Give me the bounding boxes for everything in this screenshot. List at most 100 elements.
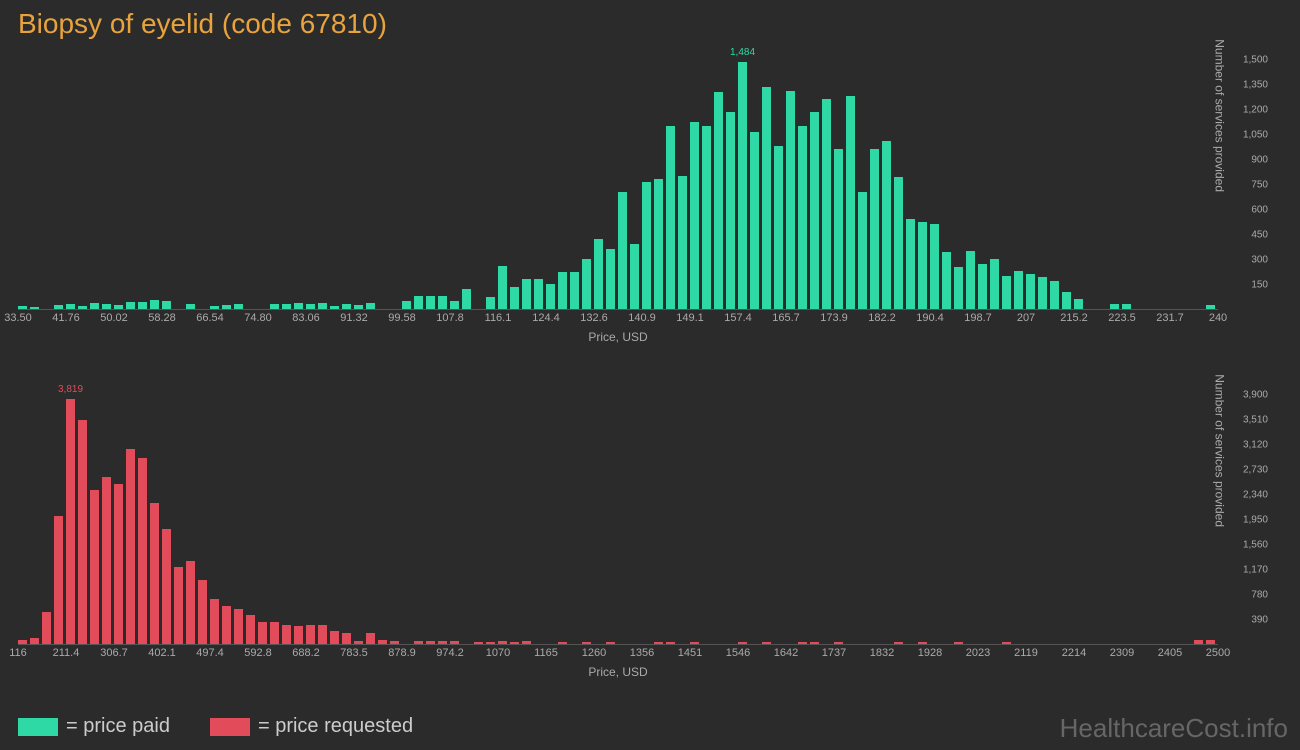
bar: [498, 266, 507, 309]
y-tick: 300: [1251, 255, 1268, 266]
bar: [450, 301, 459, 309]
x-tick: 140.9: [628, 312, 656, 324]
bar: [582, 259, 591, 309]
x-tick: 2023: [966, 647, 990, 659]
bar: [474, 642, 483, 644]
bar: [210, 599, 219, 644]
bar: [558, 272, 567, 309]
x-tick: 157.4: [724, 312, 752, 324]
watermark: HealthcareCost.info: [1060, 713, 1288, 744]
chart1-y-ticks: 1503004506007509001,0501,2001,3501,500: [1223, 60, 1268, 310]
bar: [1002, 642, 1011, 644]
x-tick: 91.32: [340, 312, 368, 324]
x-tick: 402.1: [148, 647, 176, 659]
x-tick: 974.2: [436, 647, 464, 659]
bar: [126, 302, 135, 309]
x-tick: 592.8: [244, 647, 272, 659]
x-tick: 2405: [1158, 647, 1182, 659]
bar: [318, 303, 327, 309]
x-tick: 211.4: [53, 647, 80, 659]
bar: [162, 301, 171, 309]
bar: [222, 606, 231, 644]
bar: [306, 304, 315, 309]
x-tick: 58.28: [148, 312, 176, 324]
bar: [234, 609, 243, 644]
bar: [1206, 640, 1215, 644]
y-tick: 1,200: [1243, 105, 1268, 116]
bar: [282, 625, 291, 644]
x-tick: 231.7: [1156, 312, 1184, 324]
bar: [822, 99, 831, 309]
x-tick: 198.7: [964, 312, 992, 324]
bar: [954, 267, 963, 309]
x-tick: 223.5: [1108, 312, 1136, 324]
bar: [798, 642, 807, 644]
bar: [690, 642, 699, 644]
x-tick: 2119: [1014, 647, 1038, 659]
y-tick: 1,170: [1243, 565, 1268, 576]
bar: [918, 222, 927, 309]
x-tick: 207: [1017, 312, 1035, 324]
bar: [738, 642, 747, 644]
legend-swatch-requested: [210, 718, 250, 736]
bar: [990, 259, 999, 309]
bar: [342, 633, 351, 644]
bar: [1002, 276, 1011, 309]
x-tick: 182.2: [868, 312, 896, 324]
x-tick: 66.54: [196, 312, 224, 324]
y-tick: 150: [1251, 280, 1268, 291]
bar: [378, 640, 387, 644]
x-tick: 2214: [1062, 647, 1086, 659]
bar: [150, 503, 159, 644]
bar: [786, 91, 795, 309]
bar: [126, 449, 135, 645]
chart2-y-ticks: 3907801,1701,5601,9502,3402,7303,1203,51…: [1223, 395, 1268, 645]
bar: [222, 305, 231, 309]
bar: [234, 304, 243, 309]
bar: [54, 305, 63, 309]
chart-price-requested: 3,819 116211.4306.7402.1497.4592.8688.27…: [18, 395, 1218, 679]
x-tick: 240: [1209, 312, 1227, 324]
bar: [78, 420, 87, 644]
x-tick: 1546: [726, 647, 750, 659]
bar: [78, 306, 87, 309]
bar: [858, 192, 867, 309]
bar: [702, 126, 711, 309]
bar: [1062, 292, 1071, 309]
bar: [930, 224, 939, 309]
bar: [1026, 274, 1035, 309]
bar: [1038, 277, 1047, 309]
chart1-x-ticks: 33.5041.7650.0258.2866.5474.8083.0691.32…: [18, 310, 1218, 328]
x-tick: 74.80: [244, 312, 272, 324]
legend-item-requested: = price requested: [210, 715, 413, 738]
bar: [318, 625, 327, 644]
bar: [270, 304, 279, 309]
chart2-x-label: Price, USD: [18, 665, 1218, 679]
max-value-label: 1,484: [730, 47, 755, 58]
bar: [594, 239, 603, 309]
bar: [798, 126, 807, 309]
bar: [714, 92, 723, 309]
y-tick: 780: [1251, 590, 1268, 601]
bar: [414, 296, 423, 309]
bar: [762, 642, 771, 644]
legend: = price paid = price requested: [18, 715, 413, 738]
bar: [282, 304, 291, 309]
bar: [330, 306, 339, 309]
chart2-x-ticks: 116211.4306.7402.1497.4592.8688.2783.587…: [18, 645, 1218, 663]
bar: [210, 306, 219, 309]
bar: [870, 149, 879, 309]
y-tick: 3,900: [1243, 390, 1268, 401]
y-tick: 390: [1251, 615, 1268, 626]
bar: [978, 264, 987, 309]
bar: [114, 305, 123, 309]
bar: [438, 296, 447, 309]
x-tick: 190.4: [916, 312, 944, 324]
bar: [1122, 304, 1131, 309]
bar: [18, 306, 27, 309]
legend-item-paid: = price paid: [18, 715, 170, 738]
x-tick: 688.2: [292, 647, 320, 659]
bar: [402, 301, 411, 309]
bar: [810, 112, 819, 309]
bar: [30, 638, 39, 644]
